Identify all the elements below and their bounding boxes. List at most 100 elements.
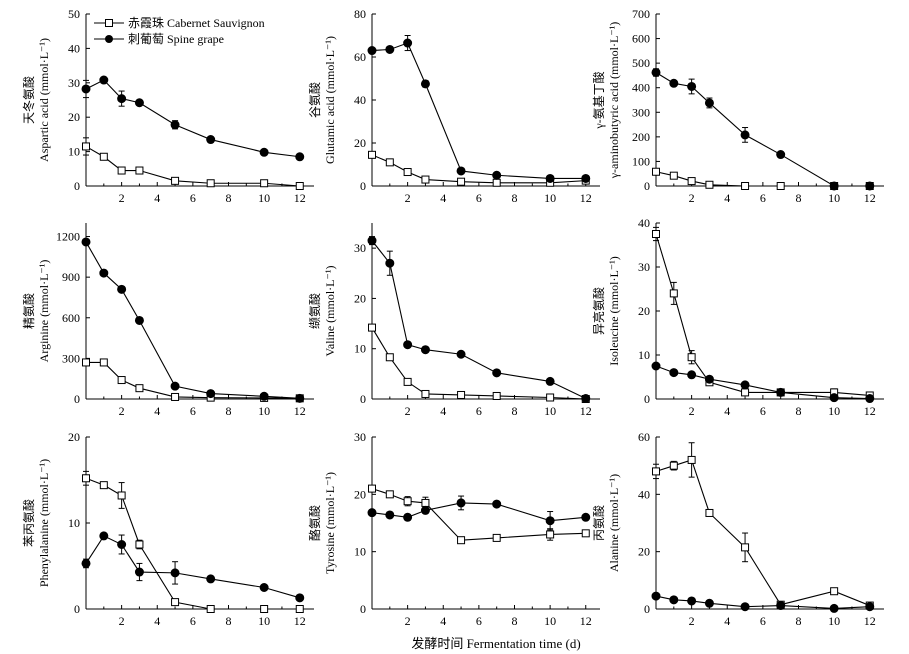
data-point [206, 574, 216, 584]
y-axis-label-cn: 谷氨酸 [307, 82, 322, 118]
data-point [545, 173, 555, 183]
data-point [206, 135, 216, 145]
y-axis-label-en: Alanine (mmol·L⁻¹) [607, 474, 621, 572]
x-axis-label: 发酵时间 Fermentation time (d) [411, 636, 580, 651]
data-point [368, 323, 376, 332]
data-point [385, 158, 394, 167]
x-tick-label: 12 [294, 404, 306, 418]
data-point [99, 152, 108, 161]
chart-panel-7: 0 10 20 2 4 6 8 10 12 苯丙氨酸Phenylalanine (mmol·L⁻¹… [21, 430, 314, 628]
series-spine-grape [81, 75, 305, 162]
y-axis-label-cn: 酪氨酸 [307, 505, 322, 541]
legend-marker [105, 35, 113, 43]
y-axis-label-en: Tyrosine (mmol·L⁻¹) [323, 472, 337, 574]
data-point [134, 98, 144, 108]
x-tick-label: 12 [580, 404, 592, 418]
y-axis-label-cn: 精氨酸 [21, 293, 36, 329]
x-tick-label: 10 [828, 614, 840, 628]
data-point [704, 98, 714, 108]
series-cabernet [82, 137, 304, 190]
data-point [546, 393, 555, 402]
data-point [368, 150, 376, 159]
x-tick-label: 2 [405, 191, 411, 205]
chart-panel-8: 0 10 20 30 2 4 6 8 10 12 酪氨酸Tyrosine (mmol·L⁻¹) [307, 430, 600, 628]
data-point [776, 182, 785, 190]
x-tick-label: 4 [440, 614, 446, 628]
data-point [457, 177, 466, 186]
data-point [705, 180, 714, 189]
x-tick-label: 12 [864, 614, 876, 628]
data-point [260, 179, 269, 188]
y-axis-label-cn: γ-氨基丁酸 [591, 71, 606, 129]
data-point [865, 602, 875, 612]
data-point [492, 368, 502, 378]
x-tick-label: 2 [689, 614, 695, 628]
y-tick-label: 20 [68, 430, 80, 444]
data-point [420, 79, 430, 89]
series-spine-grape [651, 361, 875, 404]
y-tick-label: 20 [354, 487, 366, 501]
y-axis-label-en: Isoleucine (mmol·L⁻¹) [607, 256, 621, 366]
x-tick-label: 12 [864, 191, 876, 205]
y-tick-label: 0 [74, 392, 80, 406]
y-tick-label: 500 [632, 56, 650, 70]
chart-panel-6: 0 10 20 30 40 2 4 6 8 10 12 异亮氨酸Isoleucine (mmol·L⁻… [591, 216, 884, 418]
series-spine-grape [651, 591, 875, 613]
series-spine-grape [367, 236, 591, 403]
data-point [259, 147, 269, 157]
data-point [117, 94, 127, 104]
data-point [385, 258, 395, 268]
x-tick-label: 10 [258, 404, 270, 418]
y-tick-label: 40 [638, 216, 650, 230]
y-tick-label: 900 [62, 270, 80, 284]
data-point [687, 370, 697, 380]
data-point [687, 353, 696, 362]
y-tick-label: 20 [638, 545, 650, 559]
data-point [776, 387, 786, 397]
y-axis-label-cn: 缬氨酸 [307, 293, 322, 329]
data-point [171, 176, 180, 185]
data-point [669, 461, 678, 470]
x-tick-label: 8 [512, 614, 518, 628]
data-point [260, 605, 269, 613]
y-tick-label: 300 [632, 105, 650, 119]
data-point [82, 142, 90, 151]
data-point [82, 358, 90, 367]
y-axis-label: 异亮氨酸Isoleucine (mmol·L⁻¹) [591, 256, 621, 366]
data-point [651, 361, 661, 371]
data-point [117, 491, 126, 500]
data-point [492, 170, 502, 180]
data-point [171, 392, 180, 401]
x-tick-label: 12 [580, 614, 592, 628]
data-point [865, 181, 875, 191]
y-tick-label: 40 [638, 487, 650, 501]
x-tick-label: 2 [119, 404, 125, 418]
data-point [385, 510, 395, 520]
data-point [99, 481, 108, 490]
y-axis-label-en: Arginine (mmol·L⁻¹) [37, 260, 51, 363]
x-tick-label: 8 [226, 614, 232, 628]
series-line [655, 459, 870, 607]
y-axis-label-cn: 异亮氨酸 [591, 287, 606, 335]
x-tick-label: 6 [760, 404, 766, 418]
x-tick-label: 8 [796, 614, 802, 628]
y-tick-label: 10 [68, 145, 80, 159]
data-point [171, 598, 180, 607]
data-point [545, 516, 555, 526]
x-tick-label: 10 [828, 191, 840, 205]
y-axis-label: γ-氨基丁酸γ-aminobutyric acid (mmol·L⁻¹) [591, 22, 621, 180]
data-point [403, 168, 412, 177]
data-point [652, 230, 660, 238]
data-point [367, 46, 377, 56]
data-point [117, 284, 127, 294]
data-point [704, 598, 714, 608]
y-tick-label: 700 [632, 7, 650, 21]
series-spine-grape [81, 237, 305, 403]
series-spine-grape [367, 35, 591, 183]
x-tick-label: 4 [440, 191, 446, 205]
data-point [421, 389, 430, 398]
data-point [492, 391, 501, 400]
data-point [652, 167, 660, 176]
x-tick-label: 4 [724, 614, 730, 628]
